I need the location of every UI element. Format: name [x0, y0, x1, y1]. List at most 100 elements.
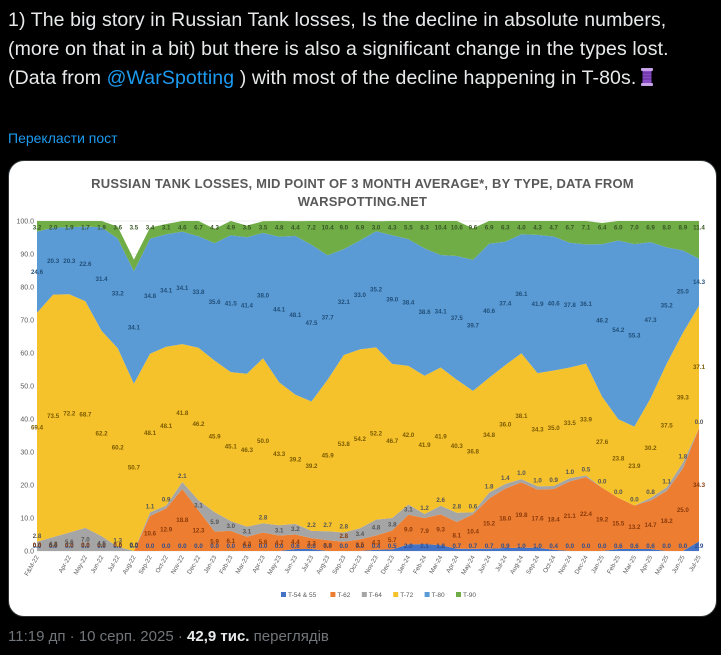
data-label: 0.0 — [65, 543, 74, 550]
data-label: 0.0 — [97, 543, 106, 550]
post-time: 11:19 дп — [8, 628, 66, 645]
data-label: 35.6 — [209, 299, 222, 306]
data-label: 3.8 — [388, 521, 397, 528]
data-label: 33.0 — [354, 292, 367, 299]
x-tick-label: Aug-23 — [315, 554, 331, 576]
data-label: 1.0 — [566, 469, 575, 476]
data-label: 8.0 — [662, 224, 671, 231]
data-label: 6.7 — [194, 224, 203, 231]
data-label: 4.5 — [97, 541, 106, 548]
data-label: 2.0 — [49, 224, 58, 231]
data-label: 34.8 — [483, 432, 496, 439]
data-label: 0.0 — [695, 419, 704, 426]
data-label: 12.9 — [160, 527, 173, 534]
data-label: 60.2 — [112, 444, 125, 451]
data-label: 34.1 — [435, 308, 448, 315]
data-label: 47.3 — [645, 317, 658, 324]
data-label: 4.9 — [226, 224, 235, 231]
translate-post-link[interactable]: Перекласти пост — [8, 130, 118, 146]
data-label: 34.8 — [144, 293, 157, 300]
data-label: 37.7 — [322, 315, 335, 322]
legend-label: T-54 & 55 — [288, 592, 317, 599]
data-label: 20.3 — [63, 258, 76, 265]
data-label: 6.0 — [614, 224, 623, 231]
data-label: 3.1 — [275, 527, 284, 534]
data-label: 3.4 — [146, 224, 155, 231]
data-label: 0.9 — [501, 543, 510, 550]
data-label: 0.0 — [582, 543, 591, 550]
y-tick-label: 30.0 — [20, 450, 34, 457]
y-tick-label: 80.0 — [20, 285, 34, 292]
post-text: 1) The big story in Russian Tank losses,… — [8, 6, 708, 93]
data-label: 21.1 — [564, 513, 577, 520]
legend-swatch — [330, 592, 336, 597]
data-label: 0.6 — [646, 543, 655, 550]
data-label: 34.1 — [128, 324, 141, 331]
data-label: 0.6 — [307, 543, 316, 550]
data-label: 0.0 — [226, 543, 235, 550]
chart-image-card[interactable]: 0.0 10.0 20.0 30.0 40.0 50.0 60.0 70.0 80.0 90.0 1… — [8, 160, 717, 617]
x-tick-label: Mar-25 — [622, 554, 638, 575]
x-tick-label: Aug-24 — [509, 554, 525, 576]
data-label: 9.6 — [469, 224, 478, 231]
data-label: 10.4 — [435, 224, 448, 231]
data-label: 39.2 — [305, 463, 318, 470]
x-tick-label: Sep-24 — [525, 554, 541, 576]
data-label: 39.2 — [289, 456, 302, 463]
warspotting-mention-link[interactable]: @WarSpotting — [106, 67, 235, 89]
data-label: 0.0 — [662, 543, 671, 550]
x-tick-label: Feb-24 — [412, 554, 428, 575]
x-tick-label: F&M-22 — [23, 554, 41, 577]
data-label: 7.9 — [420, 528, 429, 535]
data-label: 2.8 — [339, 533, 348, 540]
data-label: 33.2 — [112, 290, 125, 297]
data-label: 2.8 — [453, 504, 462, 511]
data-label: 10.6 — [451, 224, 464, 231]
data-label: 69.4 — [31, 424, 44, 431]
data-label: 73.5 — [47, 413, 60, 420]
data-label: 0.7 — [453, 543, 462, 550]
data-label: 2.8 — [33, 533, 42, 540]
data-label: 1.9 — [65, 224, 74, 231]
data-label: 34.1 — [160, 287, 173, 294]
data-label: 0.9 — [549, 477, 558, 484]
x-tick-label: Jun-24 — [477, 554, 493, 575]
data-label: 18.8 — [176, 517, 189, 524]
data-label: 1.8 — [679, 454, 688, 461]
data-label: 3.1 — [404, 507, 413, 514]
data-label: 45.9 — [209, 433, 222, 440]
data-label: 0.0 — [566, 543, 575, 550]
data-label: 50.0 — [257, 438, 270, 445]
data-label: 40.6 — [483, 308, 496, 315]
data-label: 0.0 — [146, 543, 155, 550]
data-label: 11.4 — [693, 224, 705, 231]
data-label: 7.1 — [582, 224, 591, 231]
data-label: 0.9 — [162, 496, 171, 503]
data-label: 0.7 — [485, 543, 494, 550]
area-t-80 — [37, 226, 699, 427]
data-label: 45.1 — [225, 444, 238, 451]
stacked-area-chart: 0.0 10.0 20.0 30.0 40.0 50.0 60.0 70.0 80.0 90.0 1… — [16, 219, 705, 600]
data-label: 0.0 — [210, 543, 219, 550]
data-label: 9.0 — [404, 527, 413, 534]
data-label: 25.0 — [677, 507, 690, 514]
data-label: 2.6 — [436, 497, 445, 504]
data-label: 4.0 — [517, 224, 526, 231]
data-label: 5.5 — [404, 224, 413, 231]
data-label: 4.3 — [372, 540, 381, 547]
data-label: 30.2 — [645, 445, 658, 452]
data-label: 18.0 — [499, 515, 512, 522]
x-tick-label: Mar-23 — [235, 554, 251, 575]
data-label: 14.7 — [645, 522, 658, 529]
data-label: 46.3 — [241, 447, 254, 454]
data-label: 0.0 — [178, 543, 187, 550]
legend-label: T-90 — [463, 592, 476, 599]
data-label: 4.2 — [49, 541, 58, 548]
data-label: 6.4 — [598, 224, 607, 231]
data-label: 20.3 — [47, 258, 60, 265]
data-label: 41.9 — [418, 442, 431, 449]
post-date[interactable]: 10 серп. 2025 — [78, 628, 174, 645]
data-label: 3.1 — [162, 224, 171, 231]
data-label: 10.6 — [144, 531, 157, 538]
data-label: 36.8 — [467, 449, 480, 456]
